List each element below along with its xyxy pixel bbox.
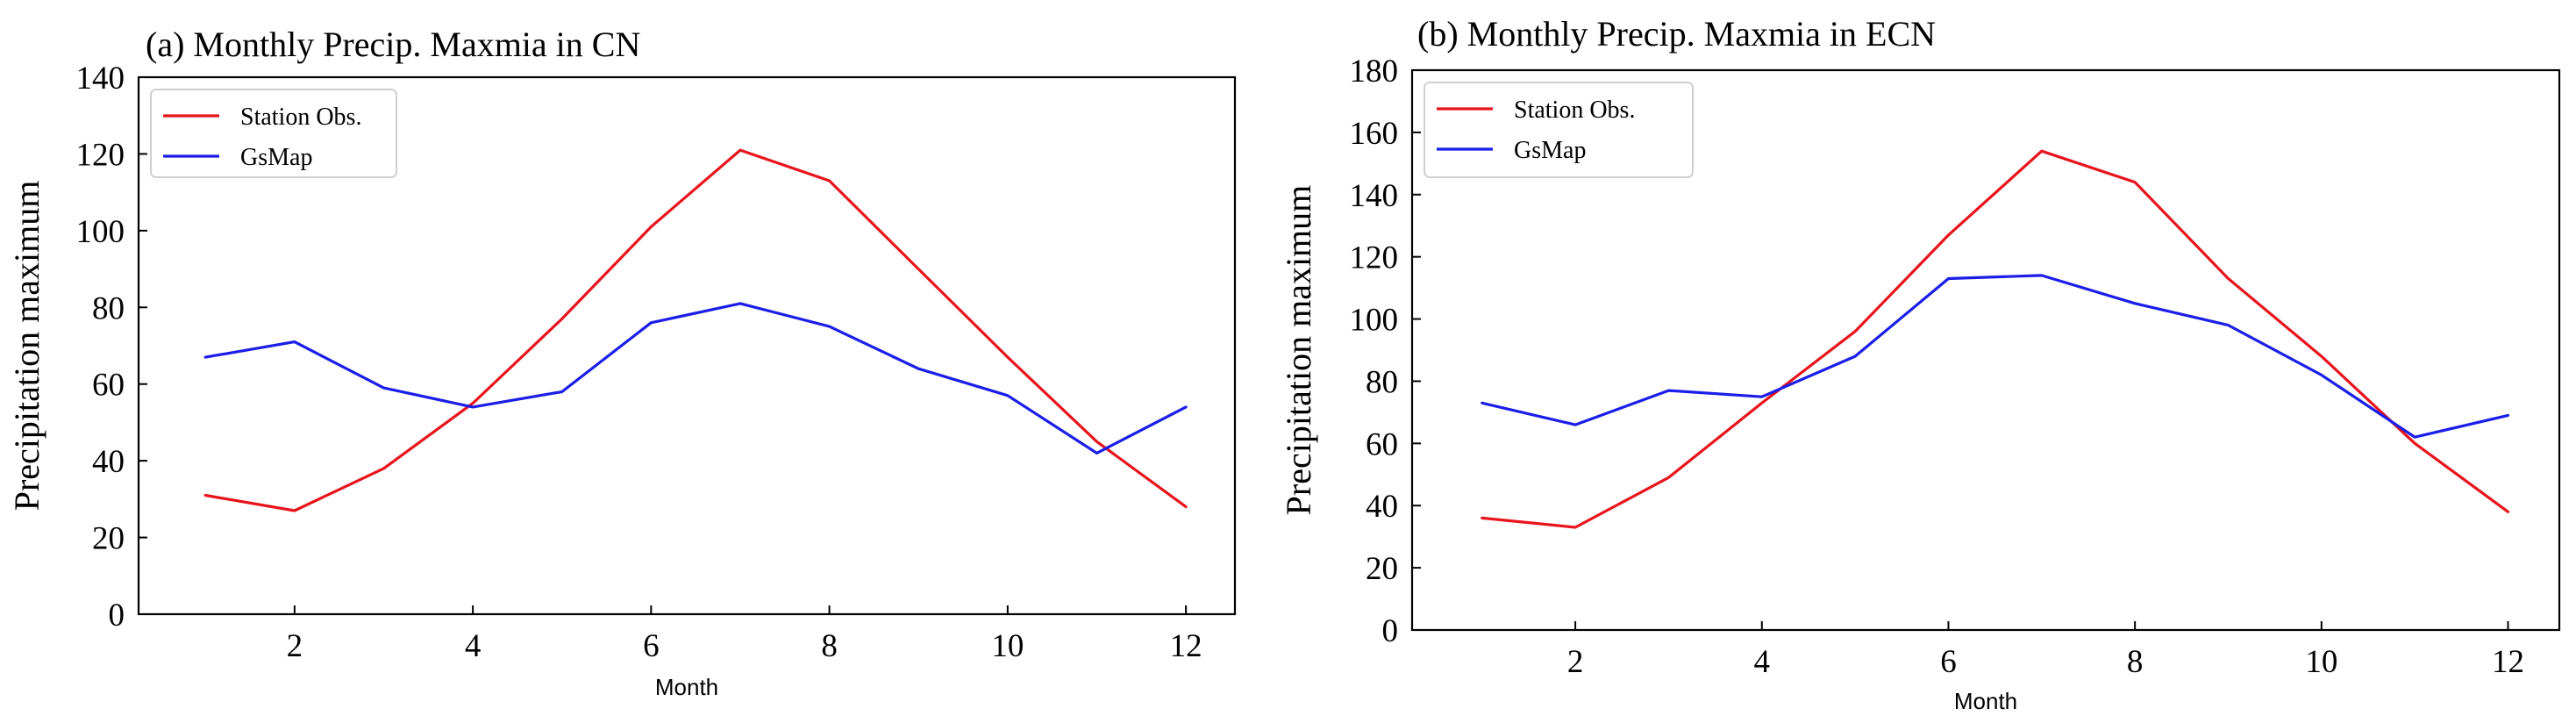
x-tick-label: 2: [1567, 644, 1584, 680]
legend: Station Obs. GsMap: [150, 89, 397, 178]
x-tick-label: 4: [465, 628, 482, 664]
chart-panel-a: (a) Monthly Precip. Maxmia in CN 0 20 40 60 8…: [7, 25, 1237, 700]
legend-label: Station Obs.: [1514, 97, 1635, 124]
y-tick-label: 80: [92, 290, 125, 326]
plot-frame: [1410, 68, 2561, 632]
chart-title: (a) Monthly Precip. Maxmia in CN: [146, 25, 640, 64]
legend: Station Obs. GsMap: [1424, 82, 1694, 178]
legend-label: GsMap: [1514, 137, 1586, 164]
y-tick-label: 0: [109, 598, 125, 634]
legend-label: Station Obs.: [240, 104, 361, 131]
legend-label: GsMap: [240, 144, 312, 171]
y-tick-label: 120: [1350, 240, 1399, 276]
y-axis-label: Precipitation maximum: [1279, 185, 1318, 516]
y-tick-label: 80: [1366, 364, 1398, 400]
y-tick-label: 20: [1366, 551, 1398, 587]
series-line-station-obs: [203, 148, 1188, 512]
y-tick-label: 160: [1350, 116, 1399, 152]
y-tick-label: 180: [1350, 54, 1399, 89]
y-axis-label: Precipitation maximum: [7, 181, 46, 512]
series-line-gsmap: [1481, 274, 2510, 439]
x-tick-label: 8: [2127, 644, 2144, 680]
x-axis-label: Month: [655, 674, 718, 700]
y-tick-label: 140: [76, 61, 125, 97]
y-tick-label: 40: [92, 444, 125, 480]
x-tick-label: 8: [821, 628, 838, 664]
x-tick-label: 10: [991, 628, 1024, 664]
y-tick-label: 100: [76, 214, 125, 250]
y-tick-label: 40: [1366, 489, 1398, 525]
series-line-station-obs: [1481, 149, 2510, 529]
plot-frame: [137, 75, 1237, 616]
y-tick-label: 120: [76, 137, 125, 173]
chart-title: (b) Monthly Precip. Maxmia in ECN: [1417, 14, 1936, 54]
legend-box: [1424, 82, 1694, 178]
y-tick-label: 20: [92, 521, 125, 557]
x-axis-label: Month: [1954, 688, 2017, 714]
series-line-gsmap: [203, 302, 1188, 455]
x-tick-label: 12: [1170, 628, 1202, 664]
chart-panel-b: (b) Monthly Precip. Maxmia in ECN 0 20 40 60…: [1279, 14, 2561, 714]
x-tick-label: 2: [287, 628, 303, 664]
y-tick-label: 100: [1350, 303, 1399, 339]
y-tick-label: 0: [1382, 613, 1399, 649]
y-tick-label: 60: [1366, 426, 1398, 462]
y-tick-label: 60: [92, 368, 125, 404]
x-tick-label: 4: [1754, 644, 1771, 680]
x-tick-label: 6: [1940, 644, 1957, 680]
x-tick-label: 10: [2305, 644, 2337, 680]
x-tick-label: 12: [2492, 644, 2524, 680]
y-tick-label: 140: [1350, 178, 1399, 214]
x-tick-label: 6: [643, 628, 660, 664]
